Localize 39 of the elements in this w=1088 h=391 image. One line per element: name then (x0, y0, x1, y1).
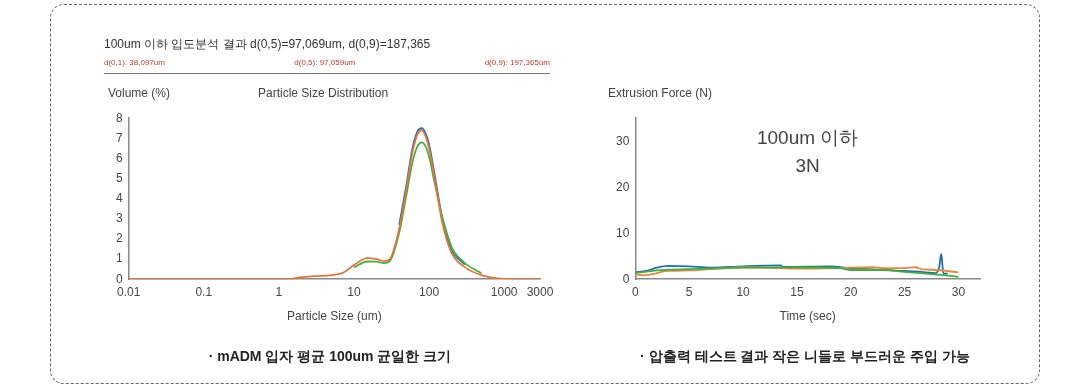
y-axis-title: Volume (%) (108, 86, 171, 100)
annotation: 3N (795, 155, 820, 177)
x-tick-label: 5 (685, 284, 693, 299)
y-tick-label: 4 (115, 191, 123, 206)
y-tick-label: 6 (115, 150, 123, 165)
annotation: 100um 이하 (756, 127, 859, 149)
x-tick-label: 20 (844, 284, 858, 299)
x-tick-label: 0.1 (195, 284, 213, 299)
x-tick-label: 25 (897, 284, 912, 299)
y-tick-label: 30 (615, 133, 630, 148)
y-tick-label: 7 (115, 130, 123, 145)
chart-title: 100um 이하 입도분석 결과 d(0,5)=97,069um, d(0,9)=187,365 (104, 36, 431, 53)
x-tick-label: 0.01 (116, 284, 141, 299)
y-tick-label: 0 (115, 271, 123, 286)
y-tick-label: 8 (115, 110, 123, 125)
x-tick-label: 1000 (490, 284, 518, 299)
y-tick-label: 3 (115, 211, 123, 226)
x-tick-label: 3000 (526, 284, 554, 299)
y-tick-label: 5 (115, 170, 123, 185)
text: d(0,5): 97,059um (294, 58, 356, 67)
text: d(0,9): 197,365um (484, 58, 550, 67)
x-tick-label: 100 (419, 284, 440, 299)
x-axis-title: Particle Size (um) (286, 309, 382, 324)
chart-subtitle: Particle Size Distribution (258, 86, 389, 100)
x-tick-label: 10 (347, 284, 361, 299)
x-tick-label: 1 (275, 284, 283, 299)
x-tick-label: 30 (951, 284, 966, 299)
y-tick-label: 2 (115, 231, 123, 246)
x-tick-label: 15 (790, 284, 804, 299)
x-tick-label: 10 (736, 284, 751, 299)
y-tick-label: 10 (615, 225, 630, 240)
y-tick-label: 1 (115, 251, 123, 266)
x-axis-title: Time (sec) (779, 309, 836, 324)
text: · mADM 입자 평균 100um 균일한 크기 (207, 348, 453, 366)
y-axis-title: Extrusion Force (N) (608, 86, 713, 100)
text: · 압출력 테스트 결과 작은 니들로 부드러운 주입 가능 (639, 348, 971, 366)
y-tick-label: 0 (622, 271, 630, 286)
y-tick-label: 20 (615, 179, 630, 194)
text: d(0,1): 38,097um (104, 58, 165, 67)
